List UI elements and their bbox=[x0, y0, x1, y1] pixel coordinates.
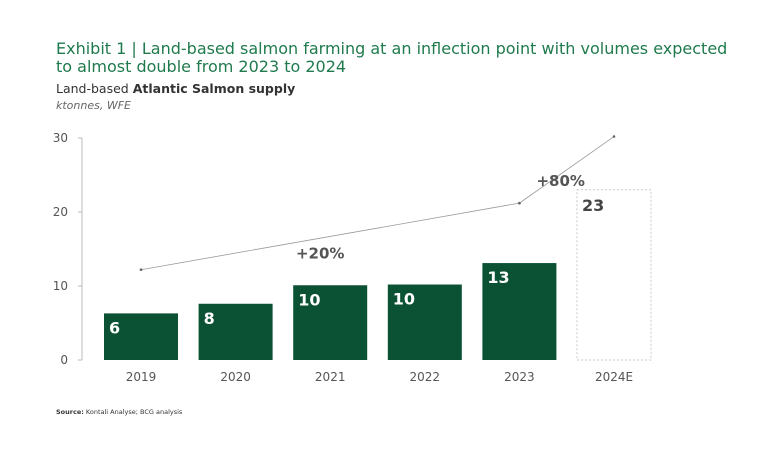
bar-forecast bbox=[576, 189, 652, 361]
trend-point bbox=[139, 268, 143, 272]
trend-point bbox=[518, 201, 521, 205]
bar-value-label: 8 bbox=[204, 309, 215, 328]
bar bbox=[198, 303, 273, 360]
trend-label: +80% bbox=[536, 172, 584, 190]
y-tick-label: 10 bbox=[53, 279, 68, 293]
bars bbox=[104, 189, 652, 361]
subtitle-bold: Atlantic Salmon supply bbox=[132, 81, 296, 96]
y-tick-label: 0 bbox=[60, 353, 68, 367]
bar-value-label: 13 bbox=[487, 268, 509, 287]
bar-value-label: 23 bbox=[582, 196, 604, 215]
units-label: ktonnes, WFE bbox=[56, 99, 132, 112]
x-tick-label: 2023 bbox=[504, 370, 535, 384]
x-axis: 2019 2020 2021 2022 2023 2024E bbox=[126, 370, 633, 384]
x-tick-label: 2024E bbox=[595, 370, 633, 384]
bar bbox=[387, 284, 462, 360]
bar bbox=[293, 285, 368, 360]
x-tick-label: 2019 bbox=[126, 370, 157, 384]
trend-label: +20% bbox=[296, 244, 344, 262]
chart-subtitle: Land-based Atlantic Salmon supply bbox=[56, 81, 295, 96]
y-axis: 0 10 20 30 bbox=[53, 131, 83, 367]
bar bbox=[104, 313, 178, 360]
source-text: Kontali Analyse; BCG analysis bbox=[83, 408, 183, 416]
source-note: Source: Kontali Analyse; BCG analysis bbox=[56, 408, 182, 416]
y-tick-label: 20 bbox=[53, 205, 68, 219]
bar-value-label: 10 bbox=[298, 290, 320, 309]
trend-line bbox=[140, 202, 520, 271]
y-tick-label: 30 bbox=[53, 131, 68, 145]
subtitle-prefix: Land-based bbox=[56, 81, 133, 96]
trend-point bbox=[612, 135, 616, 138]
bar-labels: 6 8 10 10 13 23 bbox=[109, 196, 604, 338]
bar-value-label: 6 bbox=[109, 318, 120, 337]
x-tick-label: 2022 bbox=[410, 370, 441, 384]
trend-line bbox=[519, 136, 615, 204]
bar-value-label: 10 bbox=[393, 290, 415, 309]
bar bbox=[482, 263, 557, 360]
trend-annotations: +20% +80% bbox=[139, 135, 616, 272]
x-tick-label: 2021 bbox=[315, 370, 346, 384]
page-title: Exhibit 1 | Land-based salmon farming at… bbox=[56, 39, 728, 76]
x-tick-label: 2020 bbox=[220, 370, 251, 384]
source-label: Source: bbox=[56, 408, 84, 416]
